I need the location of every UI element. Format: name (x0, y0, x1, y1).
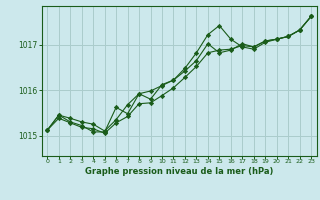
X-axis label: Graphe pression niveau de la mer (hPa): Graphe pression niveau de la mer (hPa) (85, 167, 273, 176)
